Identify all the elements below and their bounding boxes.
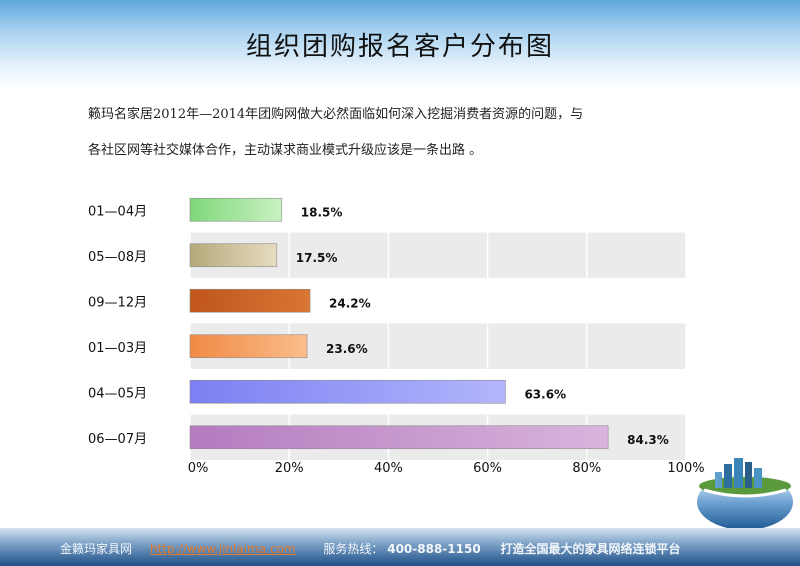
footer-bar: [0, 528, 800, 566]
bar-3: [189, 288, 311, 313]
category-label: 01—03月: [88, 341, 147, 356]
x-tick-label: 40%: [374, 461, 403, 476]
description-line-1: 籁玛名家居2012年—2014年团购网做大必然面临如何深入挖掘消费者资源的问题，…: [88, 107, 584, 122]
bar-4: [189, 334, 308, 359]
bar-5: [189, 379, 506, 404]
header-gradient-band: [0, 0, 800, 90]
footer-slogan: 打造全国最大的家具网络连锁平台: [500, 542, 681, 556]
category-label: 05—08月: [88, 250, 147, 265]
description-line-2: 各社区网等社交媒体合作，主动谋求商业模式升级应该是一条出路 。: [88, 143, 483, 158]
bar-6: [189, 425, 609, 450]
bar-1: [189, 197, 283, 222]
footer-text: 金籁玛家具网 http://www.jinlaima.com 服务热线： 400…: [60, 540, 681, 557]
footer-hotline-label: 服务热线：: [323, 542, 384, 556]
value-label: 18.5%: [301, 205, 343, 219]
footer-url-link[interactable]: http://www.jinlaima.com: [149, 542, 296, 556]
value-label: 24.2%: [329, 296, 371, 310]
category-label: 06—07月: [88, 432, 147, 447]
x-tick-label: 60%: [473, 461, 502, 476]
category-label: 04—05月: [88, 386, 147, 401]
bar-2: [189, 243, 278, 268]
value-label: 63.6%: [524, 387, 566, 401]
x-tick-label: 20%: [275, 461, 304, 476]
x-tick-label: 100%: [667, 461, 704, 476]
x-tick-label: 0%: [188, 461, 209, 476]
page-title: 组织团购报名客户分布图: [245, 32, 554, 62]
category-label: 01—04月: [88, 204, 147, 219]
footer-brand: 金籁玛家具网: [60, 542, 133, 556]
category-label: 09—12月: [88, 295, 147, 310]
footer-hotline-number: 400-888-1150: [387, 542, 481, 556]
city-globe-decoration: [697, 458, 793, 530]
value-label: 17.5%: [296, 251, 338, 265]
value-label: 23.6%: [326, 342, 368, 356]
value-label: 84.3%: [627, 433, 669, 447]
x-tick-label: 80%: [572, 461, 601, 476]
